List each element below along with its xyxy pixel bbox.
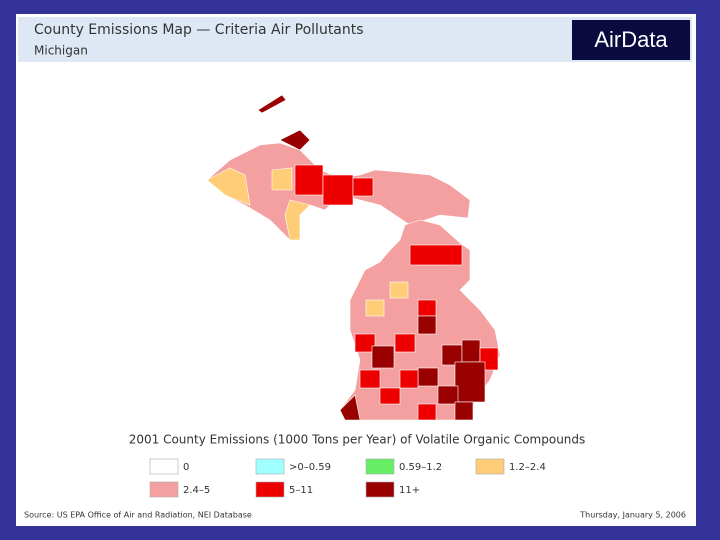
county [417,367,439,387]
county [461,339,481,363]
county [454,401,474,421]
county [284,199,311,241]
legend: 0 >0–0.59 0.59–1.2 1.2–2.4 2.4–5 5–11 11+ [149,458,546,498]
logo-box [572,20,690,60]
date: Thursday, January 5, 2006 [579,511,686,520]
county [417,299,437,317]
panel [16,14,696,526]
legend-label: 5–11 [289,485,313,496]
county [389,281,409,299]
county [339,394,361,421]
legend-title: 2001 County Emissions (1000 Tons per Yea… [129,433,586,447]
source: Source: US EPA Office of Air and Radiati… [24,511,252,520]
legend-swatch [149,458,179,475]
legend-swatch [255,458,285,475]
county [206,167,251,206]
map-subtitle: Michigan [34,44,88,58]
county [371,345,395,369]
legend-label: 0.59–1.2 [399,462,442,473]
county [271,167,293,191]
legend-label: 0 [183,462,189,473]
legend-label: 11+ [399,485,420,496]
county [352,177,374,197]
legend-swatch [365,481,395,498]
county [379,387,401,405]
legend-swatch [255,481,285,498]
legend-swatch [149,481,179,498]
county [394,333,416,353]
county [359,369,381,389]
county [437,385,459,405]
state-map [206,94,501,421]
county [454,361,486,403]
county [409,244,463,266]
county [417,403,437,421]
logo: AirData [594,27,668,52]
legend-label: >0–0.59 [289,462,331,473]
county [294,164,324,196]
county [417,315,437,335]
county [365,299,385,317]
county [399,369,419,389]
county [322,174,354,206]
legend-swatch [475,458,505,475]
keweenaw [279,129,311,151]
legend-label: 1.2–2.4 [509,462,546,473]
legend-swatch [365,458,395,475]
isle-royale [257,94,287,114]
map-title: County Emissions Map — Criteria Air Poll… [34,22,364,38]
legend-label: 2.4–5 [183,485,210,496]
county [354,333,376,353]
